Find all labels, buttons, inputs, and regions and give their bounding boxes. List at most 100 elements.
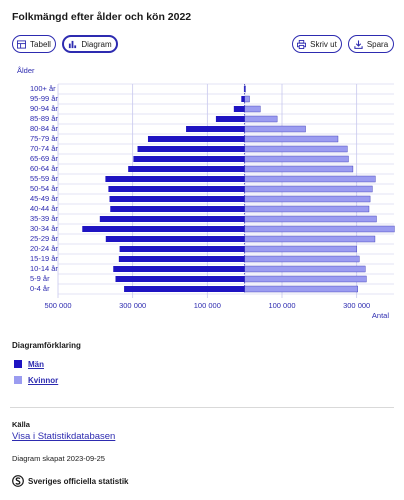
table-button[interactable]: Tabell bbox=[12, 35, 56, 53]
source-link[interactable]: Visa i Statistikdatabasen bbox=[12, 431, 116, 442]
logo-text: Sveriges officiella statistik bbox=[28, 476, 129, 486]
source-label: Källa bbox=[12, 420, 30, 429]
bar-women bbox=[244, 95, 250, 103]
bars bbox=[82, 85, 395, 293]
y-tick-label: 70-74 år bbox=[30, 144, 58, 153]
y-tick-label: 35-39 år bbox=[30, 214, 58, 223]
bar-men bbox=[108, 186, 245, 192]
legend-swatch-women bbox=[14, 376, 22, 384]
y-tick-label: 100+ år bbox=[30, 84, 56, 93]
x-tick-label: 100 000 bbox=[194, 301, 221, 310]
printer-icon bbox=[297, 39, 307, 49]
bar-women bbox=[244, 245, 357, 253]
chart-title: Folkmängd efter ålder och kön 2022 bbox=[12, 11, 192, 23]
diagram-button[interactable]: Diagram bbox=[62, 35, 118, 53]
bar-men bbox=[110, 206, 245, 212]
save-button[interactable]: Spara bbox=[348, 35, 394, 53]
bar-men bbox=[109, 196, 245, 202]
bar-men bbox=[82, 226, 245, 232]
bar-men bbox=[137, 146, 245, 152]
bar-women bbox=[244, 145, 348, 153]
y-tick-label: 90-94 år bbox=[30, 104, 58, 113]
y-tick-label: 0-4 år bbox=[30, 284, 50, 293]
y-tick-label: 10-14 år bbox=[30, 264, 58, 273]
y-tick-label: 50-54 år bbox=[30, 184, 58, 193]
y-tick-label: 20-24 år bbox=[30, 244, 58, 253]
bar-women bbox=[244, 275, 367, 283]
bar-men bbox=[105, 176, 245, 182]
legend-item-men[interactable]: Män bbox=[14, 359, 44, 369]
bar-men bbox=[233, 106, 245, 112]
legend-label-men: Män bbox=[28, 359, 44, 369]
grid bbox=[57, 83, 394, 298]
y-tick-label: 75-79 år bbox=[30, 134, 58, 143]
bar-men bbox=[147, 136, 245, 142]
bar-men bbox=[215, 116, 245, 122]
bar-women bbox=[244, 235, 376, 243]
y-axis-label: Ålder bbox=[17, 66, 35, 75]
bar-men bbox=[118, 256, 245, 262]
bar-women bbox=[244, 205, 370, 213]
bar-men bbox=[119, 246, 245, 252]
bar-men bbox=[128, 166, 245, 172]
bar-women bbox=[244, 105, 261, 113]
x-axis-label: Antal bbox=[372, 311, 389, 320]
bar-men bbox=[186, 126, 245, 132]
population-pyramid-chart: 500 000 300 000 100 000 100 000 300 000 100+ … bbox=[17, 66, 395, 320]
x-tick-label: 100 000 bbox=[268, 301, 295, 310]
bar-men bbox=[241, 96, 245, 102]
divider bbox=[10, 407, 394, 408]
y-tick-label: 25-29 år bbox=[30, 234, 58, 243]
bar-men bbox=[133, 156, 245, 162]
bar-women bbox=[244, 185, 373, 193]
diagram-button-label: Diagram bbox=[81, 39, 112, 49]
bar-women bbox=[244, 195, 371, 203]
bar-women bbox=[244, 165, 354, 173]
scb-logo: Sveriges officiella statistik bbox=[12, 475, 129, 487]
bar-women bbox=[244, 85, 246, 93]
y-tick-label: 40-44 år bbox=[30, 204, 58, 213]
bar-men bbox=[99, 216, 245, 222]
toolbar: Tabell Diagram Skriv ut Spara bbox=[0, 35, 404, 55]
y-tick-label: 65-69 år bbox=[30, 154, 58, 163]
y-tick-label: 5-9 år bbox=[30, 274, 50, 283]
bar-men bbox=[113, 266, 245, 272]
y-tick-label: 95-99 år bbox=[30, 94, 58, 103]
print-button-label: Skriv ut bbox=[310, 39, 337, 49]
bar-men bbox=[124, 286, 245, 292]
bar-women bbox=[244, 175, 376, 183]
created-date: Diagram skapat 2023-09-25 bbox=[12, 454, 105, 463]
save-button-label: Spara bbox=[366, 39, 389, 49]
bar-women bbox=[244, 155, 349, 163]
bar-women bbox=[244, 215, 377, 223]
y-tick-label: 55-59 år bbox=[30, 174, 58, 183]
bar-women bbox=[244, 265, 366, 273]
y-tick-label: 15-19 år bbox=[30, 254, 58, 263]
legend-title: Diagramförklaring bbox=[12, 341, 81, 350]
legend-swatch-men bbox=[14, 360, 22, 368]
bar-women bbox=[244, 115, 278, 123]
bar-women bbox=[244, 225, 395, 233]
bar-women bbox=[244, 125, 306, 133]
y-tick-label: 80-84 år bbox=[30, 124, 58, 133]
x-tick-label: 300 000 bbox=[343, 301, 370, 310]
legend-label-women: Kvinnor bbox=[28, 375, 59, 385]
bar-women bbox=[244, 135, 339, 143]
print-button[interactable]: Skriv ut bbox=[292, 35, 342, 53]
y-tick-label: 45-49 år bbox=[30, 194, 58, 203]
y-tick-label: 30-34 år bbox=[30, 224, 58, 233]
x-tick-label: 500 000 bbox=[44, 301, 71, 310]
download-icon bbox=[354, 39, 363, 49]
bar-women bbox=[244, 255, 360, 263]
labels: 500 000 300 000 100 000 100 000 300 000 100+ … bbox=[17, 66, 389, 320]
legend-item-women[interactable]: Kvinnor bbox=[14, 375, 58, 385]
official-statistics-logo-icon bbox=[12, 475, 24, 487]
bar-men bbox=[243, 86, 245, 92]
bar-men bbox=[115, 276, 245, 282]
bar-women bbox=[244, 285, 358, 293]
bar-chart-icon bbox=[69, 40, 77, 48]
x-tick-label: 300 000 bbox=[119, 301, 146, 310]
y-tick-label: 85-89 år bbox=[30, 114, 58, 123]
table-button-label: Tabell bbox=[30, 39, 51, 49]
y-tick-label: 60-64 år bbox=[30, 164, 58, 173]
